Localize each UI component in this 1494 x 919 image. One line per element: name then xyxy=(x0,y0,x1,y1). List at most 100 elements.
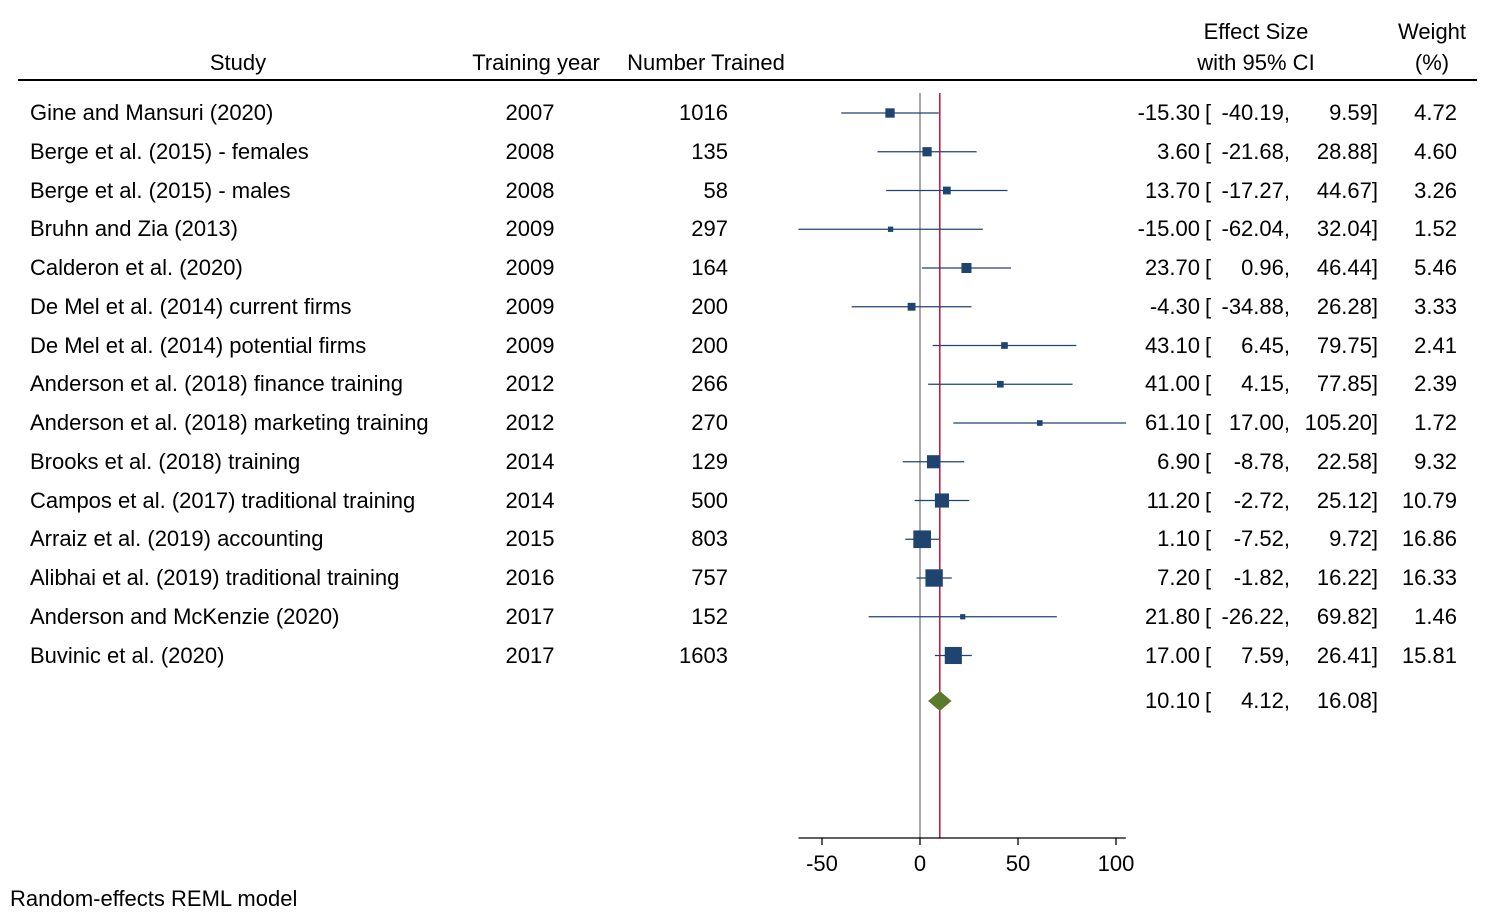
number-trained: 757 xyxy=(691,565,728,590)
study-marker xyxy=(961,262,972,274)
study-marker xyxy=(922,147,932,157)
effect-bracket: [ xyxy=(1205,138,1212,164)
effect-ci-high: 69.82] xyxy=(1316,603,1378,629)
training-year: 2009 xyxy=(505,216,555,242)
weight: 3.33 xyxy=(1414,293,1457,319)
effect-bracket: [ xyxy=(1205,332,1212,358)
effect-ci-high: 26.28] xyxy=(1316,293,1378,319)
training-year: 2008 xyxy=(505,177,555,203)
training-year: 2016 xyxy=(505,565,555,590)
training-year: 2009 xyxy=(505,255,555,280)
effect-es: -15.00 xyxy=(1137,216,1200,242)
training-year: 2012 xyxy=(505,410,555,435)
effect-bracket: [ xyxy=(1205,255,1212,280)
training-year: 2009 xyxy=(505,293,555,319)
study-marker xyxy=(944,646,962,665)
effect-bracket: [ xyxy=(1205,448,1212,474)
number-trained: 500 xyxy=(691,487,728,513)
weight: 2.41 xyxy=(1414,332,1457,358)
study-name: De Mel et al. (2014) current firms xyxy=(30,293,352,319)
effect-ci-low: 0.96, xyxy=(1241,255,1290,280)
overall-diamond xyxy=(928,691,952,711)
number-trained: 200 xyxy=(691,293,728,319)
study-name: Bruhn and Zia (2013) xyxy=(30,216,238,242)
effect-ci-high: 46.44] xyxy=(1316,255,1378,280)
effect-ci-low: 4.15, xyxy=(1241,371,1290,397)
number-trained: 803 xyxy=(691,526,728,552)
effect-es: -15.30 xyxy=(1137,100,1200,125)
x-tick-label: 100 xyxy=(1098,851,1135,876)
weight: 10.79 xyxy=(1401,487,1457,513)
study-name: Calderon et al. (2020) xyxy=(30,255,243,280)
effect-ci-low: -2.72, xyxy=(1233,487,1290,513)
effect-bracket: [ xyxy=(1205,603,1212,629)
weight: 16.33 xyxy=(1401,565,1457,590)
weight: 2.39 xyxy=(1414,371,1457,397)
x-tick-label: 50 xyxy=(1006,851,1030,876)
effect-ci-low: -40.19, xyxy=(1221,100,1291,125)
effect-es: 3.60 xyxy=(1157,138,1200,164)
number-trained: 266 xyxy=(691,371,728,397)
study-marker xyxy=(887,226,894,232)
effect-ci-high: 25.12] xyxy=(1316,487,1378,513)
effect-ci-low: -17.27, xyxy=(1221,177,1291,203)
study-name: Brooks et al. (2018) training xyxy=(30,448,301,474)
study-name: Campos et al. (2017) traditional trainin… xyxy=(30,487,416,513)
weight: 5.46 xyxy=(1414,255,1457,280)
weight: 9.32 xyxy=(1414,448,1457,474)
training-year: 2009 xyxy=(505,332,555,358)
effect-ci-low: -1.82, xyxy=(1233,565,1290,590)
effect-ci-low: -8.78, xyxy=(1233,448,1290,474)
effect-ci-high: 32.04] xyxy=(1316,216,1378,242)
effect-bracket: [ xyxy=(1205,642,1212,668)
study-marker xyxy=(934,493,950,508)
study-name: Anderson et al. (2018) finance training xyxy=(30,371,404,397)
overall-es: 10.10 xyxy=(1144,688,1200,713)
effect-ci-low: -26.22, xyxy=(1221,603,1291,629)
training-year: 2014 xyxy=(505,487,555,513)
study-name: Berge et al. (2015) - females xyxy=(30,138,309,164)
header-weight-unit: (%) xyxy=(1414,50,1450,75)
weight: 4.60 xyxy=(1414,138,1457,164)
training-year: 2008 xyxy=(505,138,555,164)
weight: 16.86 xyxy=(1401,526,1457,552)
effect-ci-high: 44.67] xyxy=(1316,177,1378,203)
training-year: 2015 xyxy=(505,526,555,552)
effect-es: -4.30 xyxy=(1149,293,1200,319)
effect-bracket: [ xyxy=(1205,100,1212,125)
study-marker xyxy=(1036,420,1043,426)
effect-ci-high: 26.41] xyxy=(1316,642,1378,668)
study-name: Anderson and McKenzie (2020) xyxy=(30,603,340,629)
effect-bracket: [ xyxy=(1205,293,1212,319)
study-name: Alibhai et al. (2019) traditional traini… xyxy=(30,565,400,590)
effect-bracket: [ xyxy=(1205,216,1212,242)
effect-ci-low: 6.45, xyxy=(1241,332,1290,358)
weight: 3.26 xyxy=(1414,177,1457,203)
effect-ci-high: 77.85] xyxy=(1316,371,1378,397)
study-name: Buvinic et al. (2020) xyxy=(30,642,225,668)
x-tick-label: -50 xyxy=(806,851,838,876)
effect-ci-high: 9.59] xyxy=(1329,100,1378,125)
weight: 15.81 xyxy=(1401,642,1457,668)
effect-ci-low: -34.88, xyxy=(1221,293,1291,319)
footer-model-note: Random-effects REML model xyxy=(10,886,298,911)
header-ci: with 95% CI xyxy=(1197,50,1315,75)
effect-ci-low: -7.52, xyxy=(1233,526,1290,552)
study-marker xyxy=(925,569,943,587)
overall-bracket: [ xyxy=(1205,688,1212,713)
effect-ci-low: -62.04, xyxy=(1221,216,1291,242)
study-marker xyxy=(960,614,966,620)
weight: 1.72 xyxy=(1414,410,1457,435)
study-name: Arraiz et al. (2019) accounting xyxy=(30,526,324,552)
effect-bracket: [ xyxy=(1205,177,1212,203)
effect-bracket: [ xyxy=(1205,371,1212,397)
effect-es: 21.80 xyxy=(1144,603,1200,629)
number-trained: 1603 xyxy=(679,642,728,668)
study-marker xyxy=(913,530,931,549)
effect-es: 6.90 xyxy=(1157,448,1200,474)
number-trained: 135 xyxy=(691,138,728,164)
study-marker xyxy=(926,455,941,469)
effect-es: 7.20 xyxy=(1157,565,1200,590)
study-marker xyxy=(1001,342,1008,349)
